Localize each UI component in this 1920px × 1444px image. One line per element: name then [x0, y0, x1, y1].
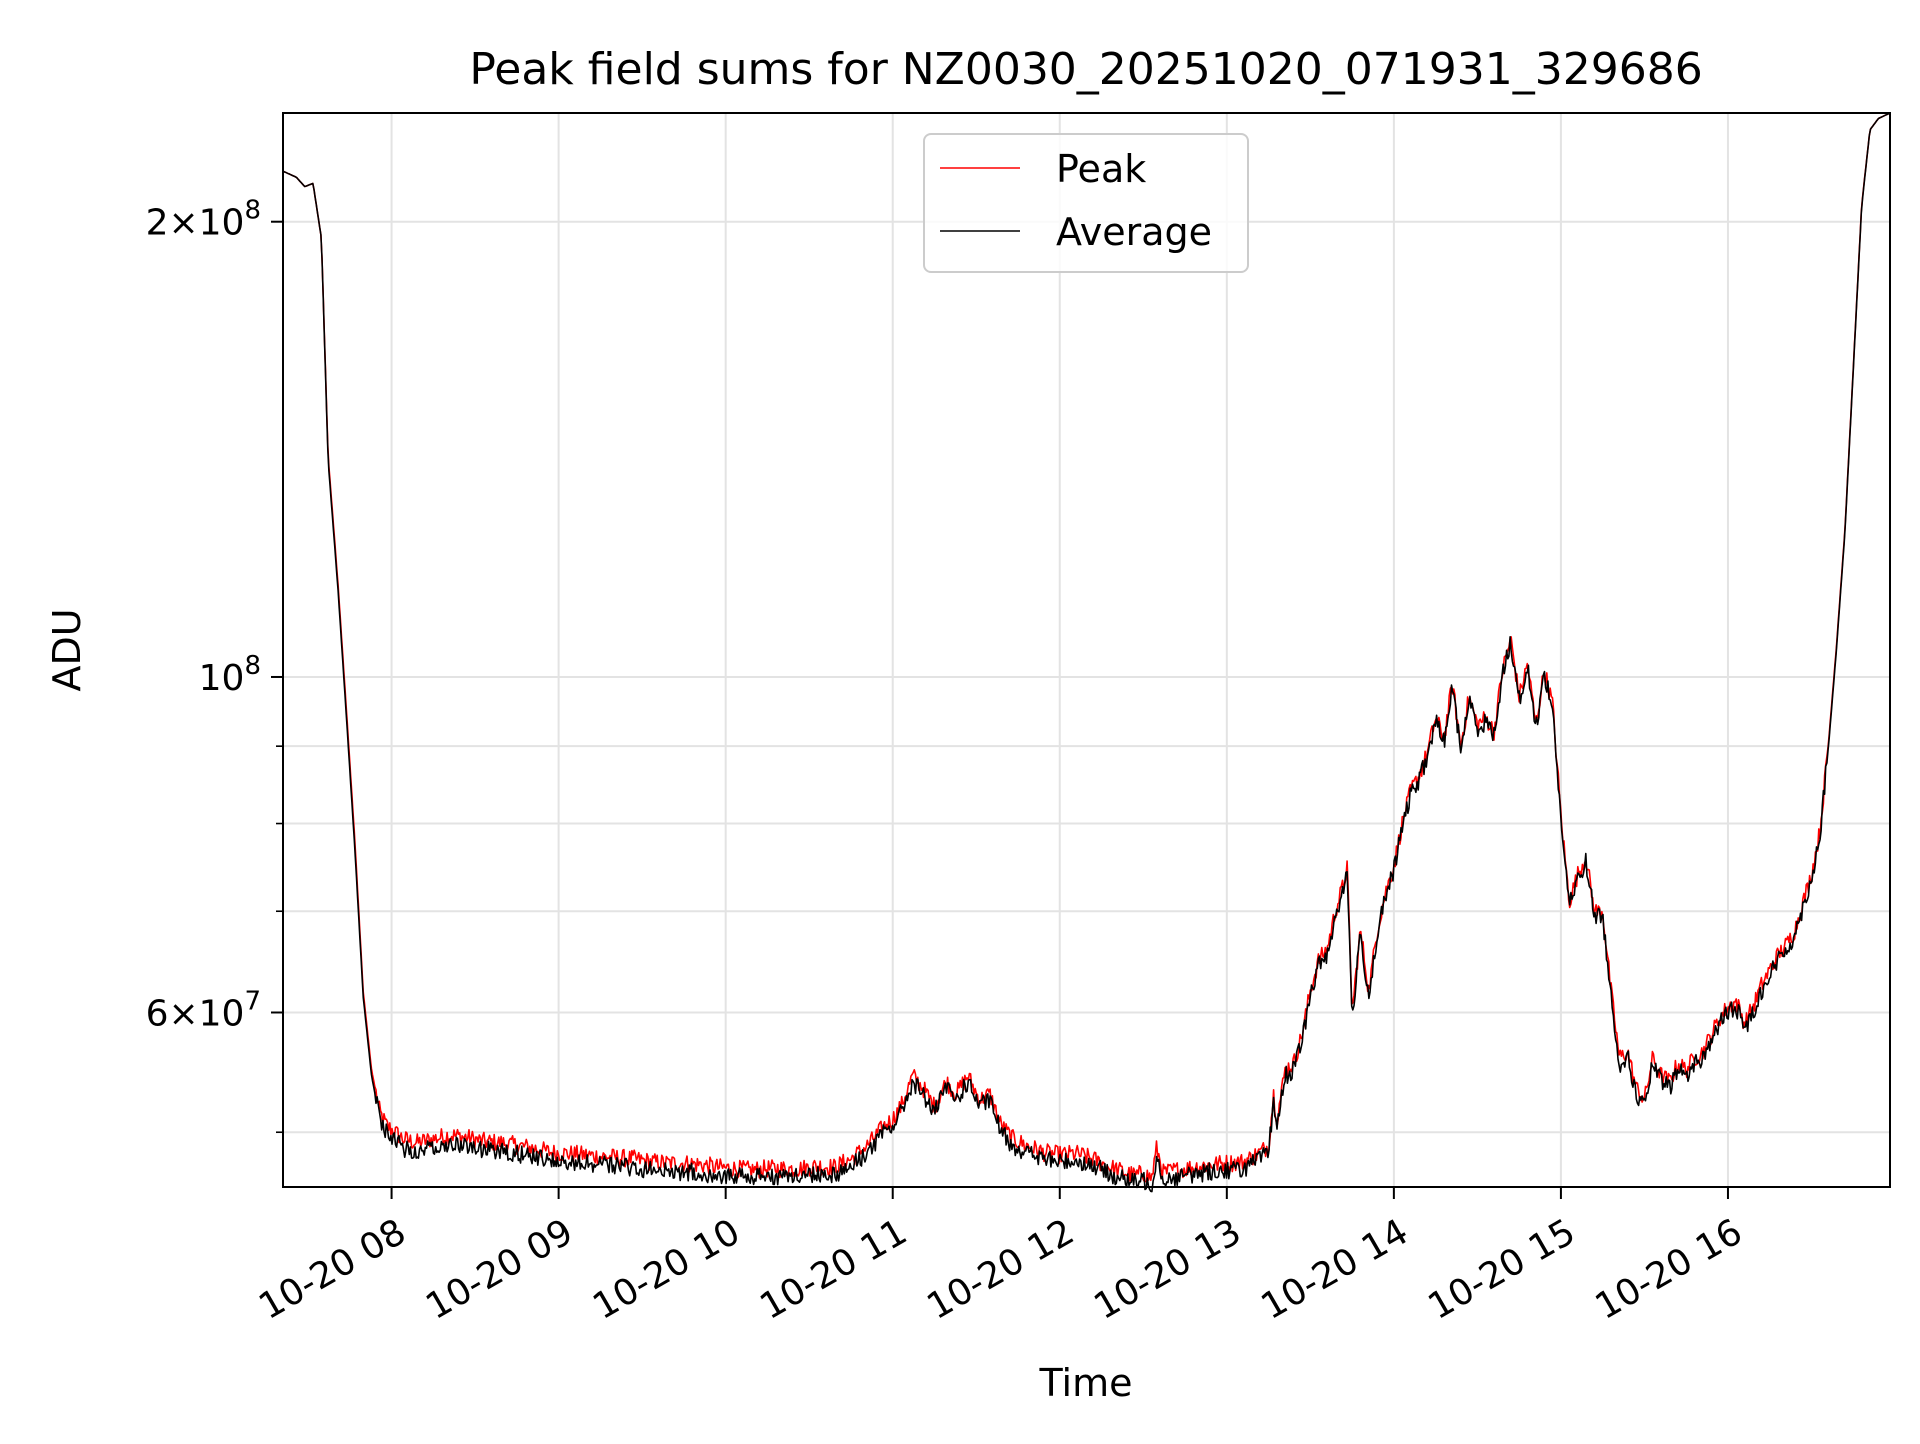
legend-label-average: Average — [1056, 210, 1212, 254]
y-tick-label: 108 — [199, 651, 261, 699]
y-tick-exponent: 8 — [244, 196, 261, 226]
y-tick-exponent: 8 — [244, 651, 261, 681]
y-tick-times: ×10 — [168, 203, 244, 244]
series-layer — [282, 112, 1891, 1193]
y-tick-base: 2 — [146, 203, 169, 244]
y-tick-label: 6×107 — [146, 986, 261, 1034]
y-tick-ten: 10 — [199, 658, 245, 699]
y-tick-exponent: 7 — [244, 986, 261, 1016]
plot-frame — [282, 112, 1891, 1188]
x-axis-label: Time — [1039, 1361, 1133, 1405]
grid — [283, 113, 1890, 1187]
legend-label-peak: Peak — [1056, 147, 1146, 191]
y-tick-times: ×10 — [168, 993, 244, 1034]
series-line-peak — [282, 112, 1891, 1183]
y-tick-label: 2×108 — [146, 196, 261, 244]
legend: Peak Average — [923, 133, 1249, 273]
chart-title: Peak field sums for NZ0030_20251020_0719… — [469, 44, 1702, 95]
y-axis-label: ADU — [45, 608, 89, 691]
series-line-average — [282, 112, 1891, 1193]
y-tick-base: 6 — [146, 993, 169, 1034]
